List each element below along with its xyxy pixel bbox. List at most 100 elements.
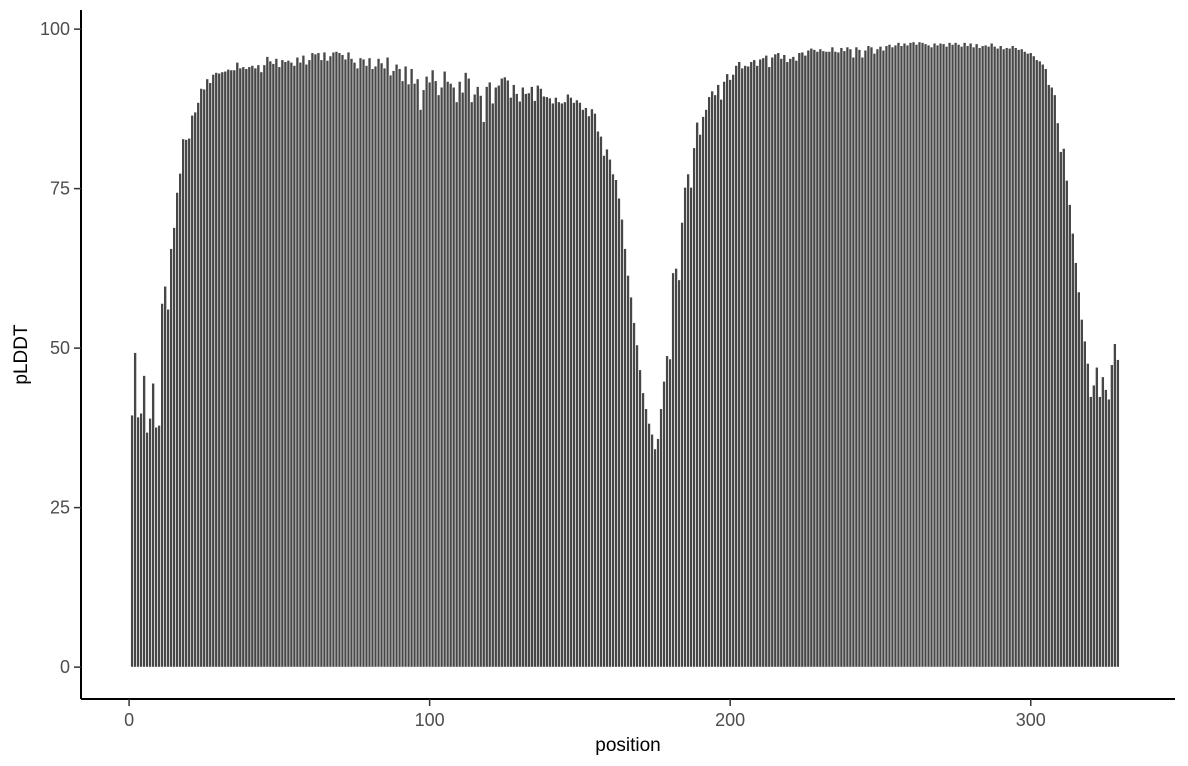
bar-position-116: [475, 86, 480, 668]
bar-position-6: [145, 432, 149, 668]
bar-position-192: [704, 109, 708, 668]
bar-position-96: [415, 78, 420, 668]
bar-position-236: [836, 51, 841, 668]
bar-position-12: [163, 285, 167, 668]
bar-position-54: [289, 62, 294, 668]
bar-position-269: [935, 44, 940, 668]
bar-position-155: [593, 113, 597, 668]
bar-position-297: [1019, 48, 1024, 668]
bar-position-224: [800, 51, 805, 668]
bar-position-288: [992, 46, 997, 668]
bar-position-71: [340, 54, 345, 668]
bar-position-203: [737, 61, 741, 668]
bar-position-66: [325, 60, 330, 668]
bar-position-281: [971, 46, 976, 668]
bar-position-63: [316, 52, 321, 668]
bar-position-221: [791, 56, 796, 668]
bar-position-283: [977, 47, 982, 668]
bar-position-36: [235, 62, 240, 668]
bar-position-90: [397, 68, 402, 668]
bar-position-228: [812, 49, 817, 668]
bar-position-124: [499, 77, 504, 668]
bar-position-231: [821, 50, 826, 668]
bar-position-278: [962, 42, 967, 668]
bar-position-265: [923, 43, 928, 668]
bar-position-328: [1113, 343, 1117, 668]
bar-position-279: [965, 45, 970, 668]
bar-position-103: [436, 94, 441, 668]
bar-position-326: [1107, 398, 1111, 668]
bar-position-35: [232, 69, 237, 668]
bar-position-20: [187, 137, 191, 668]
bar-position-225: [803, 54, 808, 668]
bar-position-197: [719, 99, 723, 668]
bar-position-119: [484, 86, 489, 668]
bar-position-220: [788, 58, 793, 668]
bar-position-263: [917, 41, 922, 668]
bar-position-107: [448, 83, 453, 668]
bar-position-176: [656, 438, 660, 668]
bar-position-294: [1010, 45, 1015, 668]
bar-position-125: [502, 76, 507, 668]
bar-position-29: [214, 72, 219, 668]
bar-position-260: [908, 42, 913, 668]
bar-position-317: [1080, 319, 1084, 668]
bar-position-179: [665, 355, 669, 668]
bar-position-23: [196, 102, 200, 668]
bar-position-141: [551, 102, 555, 668]
bar-position-160: [608, 158, 612, 668]
bar-position-19: [184, 139, 188, 668]
bar-position-250: [878, 46, 883, 668]
bar-position-191: [701, 116, 705, 668]
bar-position-57: [298, 62, 303, 668]
bar-position-80: [367, 57, 372, 668]
bar-position-277: [959, 46, 964, 668]
bar-position-206: [746, 65, 751, 668]
bar-position-139: [545, 96, 549, 668]
bar-position-61: [310, 52, 315, 668]
bar-position-222: [794, 60, 799, 668]
bar-position-75: [352, 62, 357, 668]
bar-position-258: [902, 42, 907, 668]
bar-position-227: [809, 47, 814, 668]
bar-position-284: [980, 45, 985, 668]
bar-position-194: [710, 90, 714, 668]
bar-position-82: [373, 65, 378, 668]
bar-position-163: [617, 197, 621, 668]
bar-position-138: [542, 95, 546, 668]
bar-position-118: [481, 121, 486, 668]
axes-layer: [80, 10, 1175, 700]
bar-position-25: [202, 88, 207, 668]
bar-position-81: [370, 68, 375, 668]
bar-position-34: [229, 69, 234, 668]
x-tick-label-200: 200: [715, 710, 745, 730]
bar-position-219: [785, 61, 790, 668]
bar-position-30: [217, 72, 222, 668]
bar-position-7: [148, 417, 152, 668]
bar-position-52: [283, 61, 288, 668]
bar-position-78: [361, 58, 366, 668]
bar-position-169: [635, 344, 639, 668]
bar-position-256: [896, 42, 901, 668]
bar-position-74: [349, 58, 354, 668]
bar-position-76: [355, 67, 360, 668]
bar-position-137: [539, 88, 543, 668]
bar-position-251: [881, 49, 886, 668]
bar-position-218: [782, 54, 787, 668]
bar-position-322: [1095, 366, 1099, 668]
bar-position-216: [776, 52, 781, 668]
bar-position-64: [319, 59, 324, 668]
bar-position-241: [851, 56, 856, 668]
bar-position-316: [1077, 291, 1081, 668]
bar-position-129: [515, 93, 519, 668]
bar-position-149: [575, 99, 579, 668]
bar-position-99: [424, 76, 429, 668]
bar-position-301: [1031, 55, 1036, 668]
bar-position-152: [584, 107, 588, 668]
bar-position-264: [920, 42, 925, 668]
bar-position-113: [466, 77, 471, 668]
bar-position-321: [1092, 384, 1096, 668]
bar-position-65: [322, 51, 327, 668]
bar-position-47: [268, 60, 273, 668]
bar-position-181: [671, 272, 675, 668]
